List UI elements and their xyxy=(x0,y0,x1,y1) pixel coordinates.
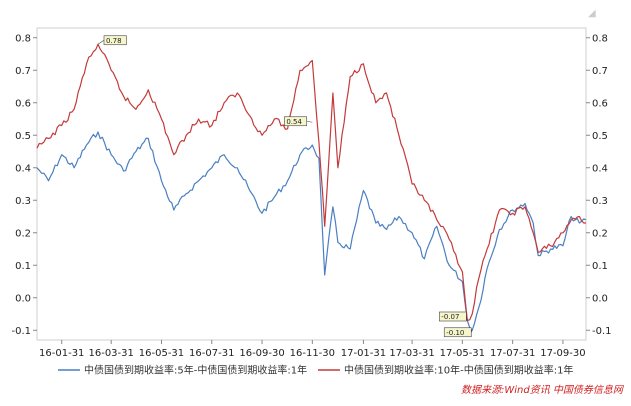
legend-label-2: 中债国债到期收益率:10年-中债国债到期收益率:1年 xyxy=(344,364,573,377)
y-right-tick-label: 0.4 xyxy=(592,163,608,174)
y-right-tick-label: 0.2 xyxy=(592,228,608,239)
callout-box xyxy=(438,311,467,322)
callout-leader xyxy=(97,40,105,45)
y-left-tick-label: 0.2 xyxy=(15,228,31,239)
y-left-tick-label: 0.3 xyxy=(15,196,31,207)
x-tick-label: 17-09-30 xyxy=(540,348,585,359)
chart-corner-mark: ◢ xyxy=(588,8,596,19)
callout-label: 0.78 xyxy=(106,37,122,45)
y-left-tick-label: 0.1 xyxy=(15,261,31,272)
y-right-tick-label: 0.3 xyxy=(592,196,608,207)
y-left-tick-label: 0.7 xyxy=(15,66,31,77)
plot-area-frame xyxy=(36,27,587,341)
x-tick-label: 17-05-31 xyxy=(440,348,485,359)
y-left-tick-label: 0.4 xyxy=(15,163,31,174)
x-tick-label: 16-05-31 xyxy=(139,348,184,359)
source-note: 数据来源:Wind资讯 中国债券信息网 xyxy=(461,385,623,396)
callout-box xyxy=(443,327,472,338)
y-right-tick-label: -0.1 xyxy=(592,326,612,337)
x-tick-label: 16-09-30 xyxy=(239,348,284,359)
callout-label: -0.10 xyxy=(446,329,464,337)
series-lines xyxy=(36,43,587,331)
y-right-tick-label: 0.7 xyxy=(592,66,608,77)
y-left-tick-label: 0.8 xyxy=(15,33,31,44)
x-tick-label: 17-01-31 xyxy=(341,348,386,359)
y-right-tick-label: 0.0 xyxy=(592,293,608,304)
series-line-1 xyxy=(36,131,587,331)
y-right-tick-label: 0.8 xyxy=(592,33,608,44)
callout-box xyxy=(284,116,308,127)
x-tick-label: 17-03-31 xyxy=(389,348,434,359)
x-tick-label: 16-01-31 xyxy=(39,348,84,359)
x-tick-label: 17-07-31 xyxy=(490,348,535,359)
y-left-tick-label: 0.0 xyxy=(15,293,31,304)
callout-leader xyxy=(306,120,313,123)
legend-label-1: 中债国债到期收益率:5年-中债国债到期收益率:1年 xyxy=(84,364,307,377)
x-tick-label: 16-07-31 xyxy=(189,348,234,359)
value-callouts: 0.78 0.54 -0.07 -0.10 xyxy=(97,35,473,338)
x-tick-label: 16-03-31 xyxy=(88,348,133,359)
x-axis: 16-01-31 16-03-31 16-05-31 16-07-31 16-09-30… xyxy=(39,340,586,359)
y-left-tick-label: -0.1 xyxy=(11,326,31,337)
y-axis-right: -0.1 0.0 0.1 0.2 0.3 0.4 0.5 0.6 0.7 0.8 xyxy=(586,33,612,337)
y-right-tick-label: 0.1 xyxy=(592,261,608,272)
legend: 中债国债到期收益率:5年-中债国债到期收益率:1年 中债国债到期收益率:10年-中… xyxy=(58,364,573,377)
y-right-tick-label: 0.5 xyxy=(592,131,608,142)
callout-box xyxy=(103,35,127,46)
y-axis-left: -0.1 0.0 0.1 0.2 0.3 0.4 0.5 0.6 0.7 0.8 xyxy=(11,33,37,337)
y-right-tick-label: 0.6 xyxy=(592,98,608,109)
y-left-tick-label: 0.5 xyxy=(15,131,31,142)
series-line-2 xyxy=(36,43,586,322)
y-left-tick-label: 0.6 xyxy=(15,98,31,109)
callout-label: -0.07 xyxy=(441,313,459,321)
callout-label: 0.54 xyxy=(286,118,302,126)
x-tick-label: 16-11-30 xyxy=(290,348,335,359)
